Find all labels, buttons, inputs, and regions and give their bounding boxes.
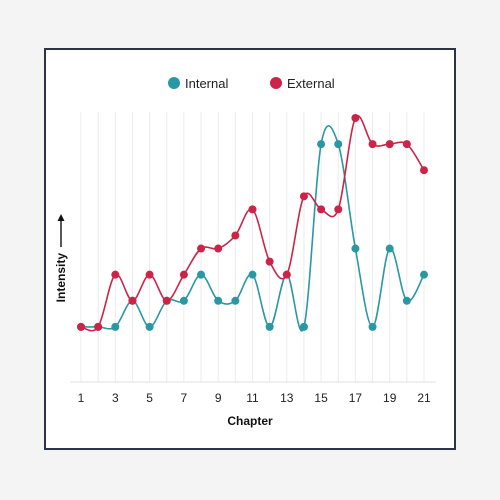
data-point-external <box>282 270 291 279</box>
legend-label-internal: Internal <box>185 76 228 91</box>
x-tick-label: 9 <box>215 391 222 405</box>
data-point-external <box>402 140 411 149</box>
x-tick-label: 15 <box>314 391 328 405</box>
x-tick-label: 7 <box>181 391 188 405</box>
data-point-external <box>179 270 188 279</box>
data-point-external <box>197 244 206 253</box>
x-tick-label: 17 <box>349 391 363 405</box>
legend-marker-internal <box>168 77 180 89</box>
data-point-internal <box>248 270 257 279</box>
x-tick-label: 19 <box>383 391 397 405</box>
data-point-internal <box>402 296 411 305</box>
data-point-external <box>231 231 240 240</box>
x-tick-labels: 1 3 5 7 9 11 13 15 17 19 21 <box>78 391 431 405</box>
data-point-internal <box>214 296 223 305</box>
data-point-external <box>77 322 85 331</box>
legend: Internal External <box>168 76 335 91</box>
data-point-external <box>385 140 394 149</box>
x-tick-label: 11 <box>246 391 259 405</box>
data-point-external <box>162 296 171 305</box>
data-point-external <box>248 205 257 214</box>
data-point-internal <box>265 322 274 331</box>
data-point-internal <box>299 322 308 331</box>
data-point-external <box>334 205 343 214</box>
data-point-external <box>351 114 360 122</box>
data-point-external <box>299 192 308 201</box>
data-point-external <box>94 322 103 331</box>
data-point-external <box>265 257 274 266</box>
grid-lines <box>70 112 436 383</box>
y-axis-arrow-head <box>57 214 65 221</box>
data-point-internal <box>317 140 326 149</box>
legend-label-external: External <box>287 76 335 91</box>
x-tick-label: 5 <box>146 391 153 405</box>
series-layer <box>77 114 428 332</box>
x-tick-label: 3 <box>112 391 119 405</box>
data-point-external <box>368 140 377 149</box>
x-tick-label: 1 <box>78 391 85 405</box>
data-point-external <box>420 166 428 175</box>
x-tick-label: 21 <box>417 391 431 405</box>
data-point-external <box>111 270 120 279</box>
y-axis-title-group: Intensity <box>54 214 68 302</box>
x-tick-label: 13 <box>280 391 294 405</box>
data-point-internal <box>179 296 188 305</box>
data-point-internal <box>420 270 428 279</box>
data-point-internal <box>334 140 343 149</box>
data-point-external <box>128 296 137 305</box>
data-point-internal <box>197 270 206 279</box>
data-point-internal <box>145 322 154 331</box>
legend-marker-external <box>270 77 282 89</box>
data-point-internal <box>368 322 377 331</box>
data-point-internal <box>231 296 240 305</box>
data-point-internal <box>111 322 120 331</box>
data-point-external <box>145 270 154 279</box>
data-point-internal <box>385 244 394 253</box>
x-axis-title: Chapter <box>227 414 273 428</box>
data-point-internal <box>351 244 360 253</box>
y-axis-title: Intensity <box>54 253 68 303</box>
data-point-external <box>317 205 326 214</box>
data-point-external <box>214 244 223 253</box>
